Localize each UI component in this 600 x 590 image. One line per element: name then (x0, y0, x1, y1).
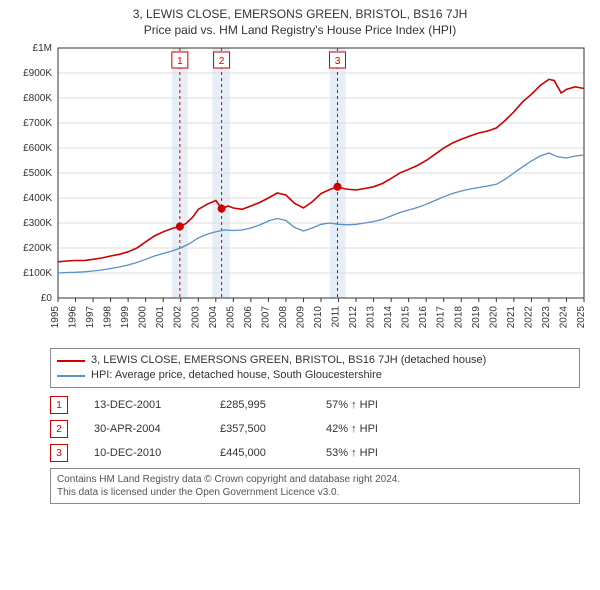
x-tick-label: 2018 (453, 306, 464, 329)
legend-item: 3, LEWIS CLOSE, EMERSONS GREEN, BRISTOL,… (57, 353, 573, 368)
x-tick-label: 2017 (436, 306, 447, 329)
x-tick-label: 2006 (243, 306, 254, 329)
y-tick-label: £200K (23, 243, 52, 254)
y-tick-label: £400K (23, 193, 52, 204)
x-tick-label: 2002 (173, 306, 184, 329)
x-tick-label: 1995 (50, 306, 61, 329)
sale-dot (218, 205, 226, 213)
x-tick-label: 2000 (138, 306, 149, 329)
sale-marker-num: 2 (219, 56, 225, 67)
x-tick-label: 2025 (576, 306, 587, 329)
sale-num: 3 (50, 444, 68, 462)
x-tick-label: 2003 (190, 306, 201, 329)
y-tick-label: £0 (41, 293, 53, 304)
x-tick-label: 2012 (348, 306, 359, 329)
y-tick-label: £800K (23, 93, 52, 104)
titles: 3, LEWIS CLOSE, EMERSONS GREEN, BRISTOL,… (0, 0, 600, 38)
sale-marker-num: 3 (335, 56, 341, 67)
x-tick-label: 2015 (401, 306, 412, 329)
y-tick-label: £500K (23, 168, 52, 179)
y-tick-label: £1M (33, 43, 52, 54)
x-tick-label: 2007 (260, 306, 271, 329)
sale-price: £445,000 (220, 447, 300, 459)
x-tick-label: 2008 (278, 306, 289, 329)
footer: Contains HM Land Registry data © Crown c… (50, 468, 580, 504)
legend-label: 3, LEWIS CLOSE, EMERSONS GREEN, BRISTOL,… (91, 353, 486, 368)
chart-svg: £0 £100K £200K £300K £400K £500K £600K £700K £80… (8, 42, 592, 342)
sale-num: 2 (50, 420, 68, 438)
sale-date: 10-DEC-2010 (94, 447, 194, 459)
x-tick-label: 2010 (313, 306, 324, 329)
x-tick-label: 2019 (471, 306, 482, 329)
sale-marker-num: 1 (177, 56, 183, 67)
x-tick-label: 2011 (331, 306, 342, 328)
footer-line2: This data is licensed under the Open Gov… (57, 486, 573, 499)
y-tick-label: £100K (23, 268, 52, 279)
sale-row: 2 30-APR-2004 £357,500 42% ↑ HPI (50, 420, 580, 438)
sale-row: 3 10-DEC-2010 £445,000 53% ↑ HPI (50, 444, 580, 462)
chart: £0 £100K £200K £300K £400K £500K £600K £700K £80… (8, 42, 592, 342)
sale-num: 1 (50, 396, 68, 414)
y-tick-label: £300K (23, 218, 52, 229)
x-tick-label: 2005 (225, 306, 236, 329)
sale-relative: 42% ↑ HPI (326, 423, 378, 435)
x-tick-label: 2004 (208, 306, 219, 329)
x-tick-label: 1997 (85, 306, 96, 329)
sale-relative: 57% ↑ HPI (326, 399, 378, 411)
sale-dot (333, 183, 341, 191)
x-tick-label: 2013 (366, 306, 377, 329)
legend-swatch (57, 360, 85, 362)
chart-container: 3, LEWIS CLOSE, EMERSONS GREEN, BRISTOL,… (0, 0, 600, 590)
plot-bg (8, 42, 592, 342)
sale-row: 1 13-DEC-2001 £285,995 57% ↑ HPI (50, 396, 580, 414)
x-tick-label: 2016 (418, 306, 429, 329)
x-tick-label: 2023 (541, 306, 552, 329)
legend-swatch (57, 375, 85, 377)
x-tick-label: 2024 (558, 306, 569, 329)
sale-date: 30-APR-2004 (94, 423, 194, 435)
sale-price: £285,995 (220, 399, 300, 411)
x-tick-label: 2001 (155, 306, 166, 329)
x-tick-label: 2009 (295, 306, 306, 329)
sale-date: 13-DEC-2001 (94, 399, 194, 411)
sale-price: £357,500 (220, 423, 300, 435)
legend-label: HPI: Average price, detached house, Sout… (91, 368, 382, 383)
x-tick-label: 1999 (120, 306, 131, 329)
sale-relative: 53% ↑ HPI (326, 447, 378, 459)
subtitle: Price paid vs. HM Land Registry's House … (0, 22, 600, 38)
x-tick-label: 2020 (488, 306, 499, 329)
sales-list: 1 13-DEC-2001 £285,995 57% ↑ HPI 2 30-APR-200… (50, 396, 580, 462)
x-tick-label: 2022 (523, 306, 534, 329)
y-tick-label: £900K (23, 68, 52, 79)
x-tick-label: 2014 (383, 306, 394, 329)
y-tick-label: £700K (23, 118, 52, 129)
legend-item: HPI: Average price, detached house, Sout… (57, 368, 573, 383)
x-tick-label: 1996 (68, 306, 79, 329)
title: 3, LEWIS CLOSE, EMERSONS GREEN, BRISTOL,… (0, 6, 600, 22)
footer-line1: Contains HM Land Registry data © Crown c… (57, 473, 573, 486)
x-tick-label: 2021 (506, 306, 517, 329)
y-tick-label: £600K (23, 143, 52, 154)
x-tick-label: 1998 (103, 306, 114, 329)
sale-dot (176, 223, 184, 231)
legend: 3, LEWIS CLOSE, EMERSONS GREEN, BRISTOL,… (50, 348, 580, 388)
